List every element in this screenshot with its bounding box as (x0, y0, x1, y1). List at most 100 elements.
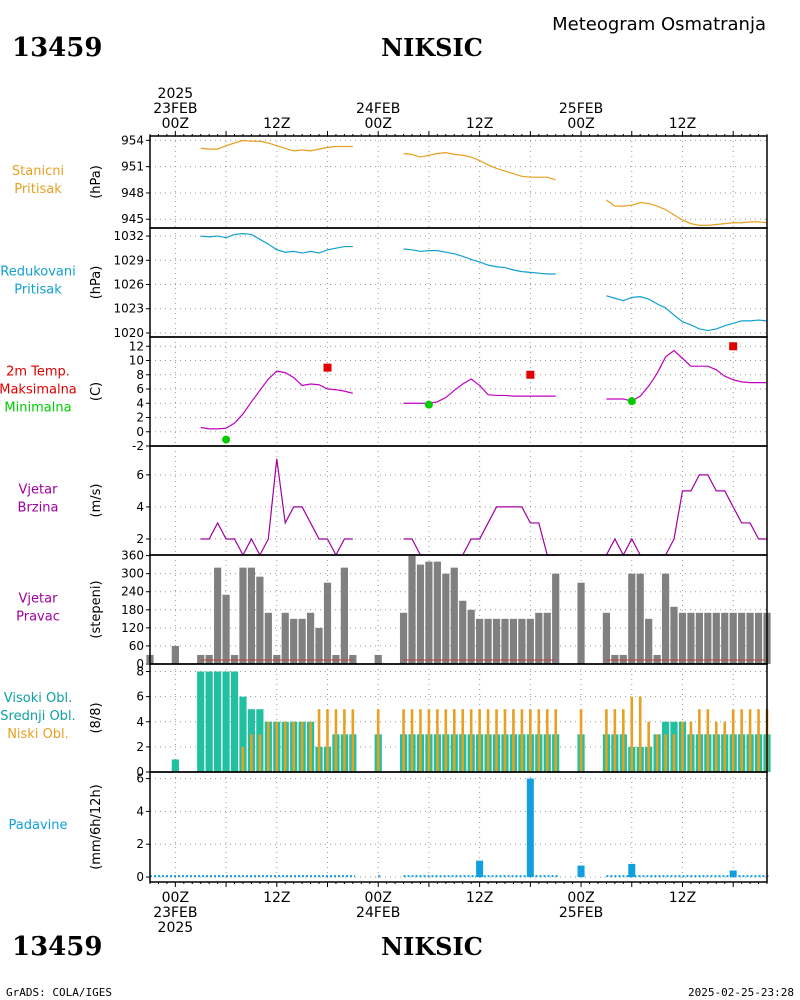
wind-direction-bar (729, 612, 737, 664)
cloud-low-bar (241, 746, 245, 772)
cloud-low-bar (740, 709, 743, 772)
cloud-low-bar (258, 734, 262, 772)
cloud-low-bar (512, 709, 515, 772)
temperature-ytick-label: 8 (136, 368, 144, 382)
cloud-low-bar (376, 709, 380, 772)
wind-direction-bar (197, 654, 205, 664)
temperature-ytick-label: 6 (136, 382, 144, 396)
station-pressure-ytick-label: 951 (121, 160, 144, 174)
precipitation-ytick-label: 4 (136, 804, 144, 818)
wind-direction-bar (738, 612, 746, 664)
cloud-low-bar (275, 721, 279, 772)
cloud-low-bar (520, 709, 524, 772)
wind-direction-bar (704, 612, 712, 664)
cloud-low-bar (334, 709, 338, 772)
wind-speed-series-0 (200, 458, 353, 557)
wind-direction-bar (230, 654, 239, 664)
cloud-low-bar (638, 696, 642, 772)
wind-speed-ylabel: (m/s) (89, 484, 104, 518)
top-date-label: 12Z (263, 116, 290, 132)
station-pressure-series-0 (200, 139, 353, 152)
wind-direction-bar (239, 567, 247, 664)
top-date-label: 25FEB (559, 101, 603, 117)
wind-direction-bar (543, 612, 551, 664)
wind-speed-label: Brzina (18, 501, 59, 516)
wind-direction-bar (754, 612, 763, 664)
wind-direction-bar (290, 618, 298, 664)
wind-direction-bar (214, 567, 222, 664)
wind-direction-ytick-label: 360 (121, 549, 144, 563)
cloud-high-bar (214, 671, 222, 772)
cloud-low-bar (419, 709, 422, 772)
cloud-low-bar (554, 709, 557, 772)
wind-direction-bar (171, 645, 179, 664)
top-date-label: 00Z (162, 116, 189, 132)
cloud-low-bar (757, 709, 760, 772)
top-date-label: 12Z (466, 116, 493, 132)
precip-bar (628, 863, 636, 878)
wind-direction-bar (611, 654, 619, 664)
cloud-low-bar (647, 721, 650, 772)
bottom-date-label: 2025 (158, 920, 194, 936)
precipitation-ytick-label: 2 (136, 837, 144, 851)
top-date-label: 00Z (365, 116, 392, 132)
wind-direction-bar (687, 612, 695, 664)
wind-direction-bar (467, 609, 475, 664)
clouds-ytick-label: 0 (136, 765, 144, 779)
station-pressure-panel: 945 948 951 954 (hPa) Stanicni Pritisak (12, 133, 768, 229)
reduced-pressure-ytick-label: 1032 (113, 229, 144, 243)
cloud-high-bar (171, 759, 179, 772)
station-pressure-frame (149, 135, 768, 229)
cloud-low-bar (402, 709, 405, 772)
bottom-date-label: 12Z (669, 890, 696, 906)
clouds-ytick-label: 6 (136, 690, 144, 704)
station-name-bottom: NIKSIC (381, 932, 483, 961)
cloud-high-bar (222, 671, 230, 772)
cloud-low-bar (317, 709, 321, 772)
wind-direction-bar (619, 654, 627, 664)
cloud-low-bar (672, 734, 676, 772)
cloud-high-bar (239, 696, 247, 772)
wind-direction-panel: 0 60 120 180 240 300 360 (stepeni) Vjetar Pravac (16, 549, 771, 671)
wind-direction-ytick-label: 300 (121, 567, 144, 581)
cloud-low-bar (283, 721, 287, 772)
bottom-date-label: 00Z (162, 890, 189, 906)
cloud-low-bar (579, 709, 583, 772)
cloud-low-bar (681, 721, 684, 772)
reduced-pressure-frame (149, 227, 768, 338)
wind-direction-bar (501, 618, 509, 664)
wind-direction-ytick-label: 120 (121, 621, 144, 635)
wind-direction-bar (298, 618, 306, 664)
temp-max-marker (323, 363, 332, 372)
cloud-low-bar (731, 709, 735, 772)
cloud-high-bar (230, 671, 239, 772)
station-pressure-label: Stanicni (12, 164, 64, 179)
precipitation-ylabel: (mm/6h/12h) (89, 784, 104, 870)
wind-direction-bar (264, 612, 272, 664)
wind-direction-bar (721, 612, 729, 664)
temperature-ylabel: (C) (89, 382, 104, 401)
cloud-low-bar (655, 734, 659, 772)
temperature-ytick-label: 4 (136, 396, 144, 410)
wind-direction-bar (408, 555, 416, 664)
top-date-label: 12Z (669, 116, 696, 132)
wind-direction-bar (602, 612, 611, 664)
station-pressure-ytick-label: 945 (121, 212, 144, 226)
temperature-series-0 (200, 370, 353, 430)
bottom-date-label: 24FEB (356, 905, 400, 921)
wind-direction-bar (670, 606, 678, 664)
clouds-ylabel: (8/8) (89, 702, 104, 733)
wind-direction-bar (416, 564, 425, 664)
wind-direction-bar (712, 612, 720, 664)
cloud-low-bar (605, 709, 608, 772)
clouds-label: Srednji Obl. (0, 709, 75, 724)
cloud-low-bar (309, 721, 312, 772)
panels: 945948951954(hPa)StanicniPritisak1020102… (0, 86, 771, 936)
temp-min-marker (424, 400, 433, 409)
wind-direction-bar (323, 582, 332, 664)
temperature-ytick-label: 12 (129, 339, 144, 353)
station-pressure-label: Pritisak (14, 182, 62, 197)
cloud-low-bar (250, 734, 253, 772)
wind-direction-bar (459, 600, 467, 664)
reduced-pressure-series-2 (606, 295, 768, 332)
